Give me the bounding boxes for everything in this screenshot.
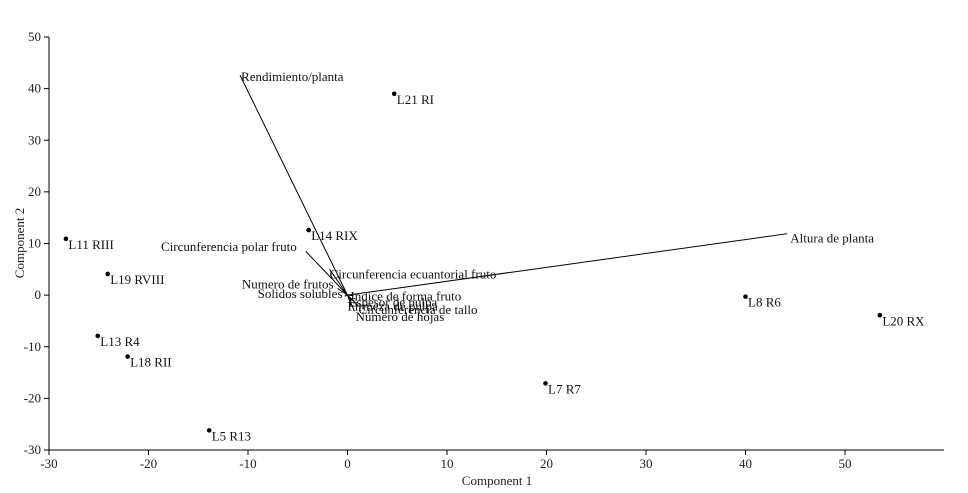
y-tick-label: 30 (28, 132, 41, 147)
score-point-label: L19 RVIII (110, 272, 164, 287)
x-tick-label: -30 (40, 456, 57, 471)
y-tick-label: 20 (28, 184, 41, 199)
y-tick-label: 40 (28, 81, 41, 96)
loading-vector-line (305, 250, 348, 296)
x-tick-label: -20 (140, 456, 157, 471)
loading-vector-line (337, 287, 348, 296)
loading-vector-label: Rendimiento/planta (241, 69, 344, 84)
score-point-label: L21 RI (397, 92, 434, 107)
score-point-label: L13 R4 (100, 334, 140, 349)
score-point (543, 381, 548, 386)
score-point (391, 91, 397, 97)
y-tick-label: -30 (24, 442, 41, 457)
y-tick-label: 50 (28, 29, 41, 44)
axes: -30 -20 -10 0 10 20 30 40 50 -30 -20 -10 0 10 20 30 40 5… (12, 29, 944, 488)
score-point (306, 227, 311, 233)
x-tick-label: 20 (540, 456, 553, 471)
loading-vector-line (347, 233, 788, 296)
x-tick-label: 10 (441, 456, 454, 471)
score-point-label: L14 RIX (311, 228, 358, 243)
x-tick-label: 0 (344, 456, 351, 471)
loading-vector-label: Espesor de pulpa (348, 294, 437, 309)
score-points: L21 RI L14 RIX L11 RIII L19 RVIII L13 R4 L18 … (63, 91, 925, 443)
score-point-label: L20 RX (882, 313, 925, 328)
score-point-label: L18 RII (130, 355, 172, 370)
loading-vector-line (347, 294, 359, 307)
loading-vector-line (344, 294, 348, 297)
loading-vector-label: Solidos solubles (258, 286, 343, 301)
score-point (105, 271, 111, 277)
loading-vector-line (347, 294, 355, 312)
score-point-label: L7 R7 (548, 381, 581, 396)
loading-vector-label: Firmeza de pulpa (347, 298, 437, 313)
score-point (125, 354, 130, 359)
loading-vector-line (329, 269, 348, 296)
score-point-label: L5 R13 (212, 428, 251, 443)
y-axis-ticks: -30 -20 -10 0 10 20 30 40 50 (24, 29, 49, 457)
score-point (743, 294, 748, 299)
x-axis-ticks: -30 -20 -10 0 10 20 30 40 50 (40, 450, 852, 471)
score-point (877, 312, 883, 318)
y-tick-label: 0 (35, 287, 42, 302)
loading-vector-label: Numero de hojas (355, 309, 444, 324)
score-point (63, 236, 69, 242)
score-point (206, 428, 212, 433)
loading-vector-label: Circunferencia de tallo (358, 302, 477, 317)
loading-vector-label: Indice de forma fruto (350, 289, 461, 304)
score-point-label: L11 RIII (68, 237, 113, 252)
x-axis-title: Component 1 (462, 473, 532, 488)
y-tick-label: -20 (24, 390, 41, 405)
loading-vectors: Rendimiento/planta Altura de planta Circun… (161, 69, 874, 324)
x-tick-label: -10 (239, 456, 256, 471)
loading-vector-label: Circunferencia polar fruto (161, 239, 297, 254)
loading-vector-label: Numero de frutos (242, 276, 334, 291)
x-tick-label: 30 (640, 456, 653, 471)
x-tick-label: 50 (839, 456, 852, 471)
loading-vector-line (347, 294, 354, 297)
loading-vector-label: Altura de planta (790, 231, 874, 246)
score-point (95, 333, 101, 339)
x-tick-label: 40 (739, 456, 752, 471)
score-point-label: L8 R6 (748, 295, 781, 310)
y-tick-label: -10 (24, 339, 41, 354)
y-tick-label: 10 (28, 236, 41, 251)
loading-vector-label: Circunferencia ecuantorial fruto (330, 266, 497, 281)
y-axis-title: Component 2 (12, 208, 27, 278)
loading-vector-line (239, 74, 348, 296)
